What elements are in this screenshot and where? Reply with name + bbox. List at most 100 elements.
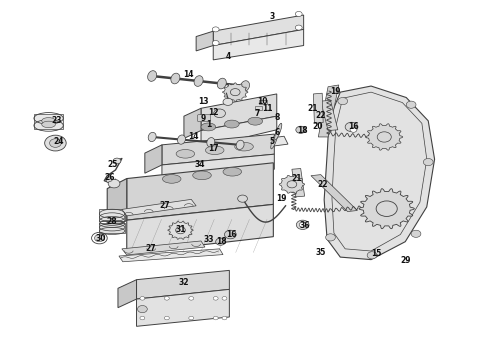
Bar — [99, 223, 125, 233]
Circle shape — [176, 227, 185, 234]
Polygon shape — [314, 93, 323, 123]
Circle shape — [411, 230, 421, 237]
Text: 12: 12 — [208, 108, 219, 117]
Polygon shape — [145, 145, 162, 173]
Text: 16: 16 — [348, 122, 359, 131]
Circle shape — [113, 158, 121, 164]
Ellipse shape — [171, 73, 180, 84]
Text: 14: 14 — [184, 70, 194, 79]
Polygon shape — [324, 86, 435, 260]
Text: 26: 26 — [104, 173, 115, 182]
FancyBboxPatch shape — [197, 115, 210, 122]
Text: 6: 6 — [274, 128, 279, 137]
Circle shape — [108, 179, 120, 188]
Polygon shape — [366, 124, 403, 150]
Circle shape — [296, 126, 306, 134]
Bar — [99, 210, 125, 221]
Circle shape — [296, 220, 309, 229]
Circle shape — [140, 316, 145, 320]
Polygon shape — [162, 134, 274, 165]
Circle shape — [350, 127, 357, 132]
Text: 13: 13 — [198, 96, 209, 105]
Text: 32: 32 — [179, 278, 189, 287]
Circle shape — [367, 252, 377, 259]
Bar — [259, 100, 268, 104]
Circle shape — [213, 297, 218, 300]
Polygon shape — [213, 15, 304, 45]
Circle shape — [95, 234, 104, 242]
Polygon shape — [107, 179, 127, 230]
Polygon shape — [311, 175, 357, 212]
Circle shape — [377, 132, 392, 142]
Polygon shape — [106, 176, 112, 183]
Text: 17: 17 — [208, 144, 219, 153]
Polygon shape — [137, 270, 229, 299]
Circle shape — [164, 297, 169, 300]
Text: 29: 29 — [400, 256, 411, 265]
Ellipse shape — [42, 118, 55, 124]
Circle shape — [212, 27, 219, 32]
Circle shape — [223, 98, 233, 105]
Polygon shape — [201, 94, 277, 131]
Text: 22: 22 — [316, 111, 326, 120]
Ellipse shape — [271, 132, 278, 149]
Text: 15: 15 — [371, 249, 381, 258]
Text: 31: 31 — [175, 225, 186, 234]
Ellipse shape — [201, 123, 216, 131]
Polygon shape — [213, 30, 304, 60]
Text: 27: 27 — [159, 201, 170, 210]
Circle shape — [406, 101, 416, 108]
Circle shape — [345, 122, 358, 132]
Ellipse shape — [162, 175, 181, 183]
Text: 27: 27 — [146, 244, 156, 253]
Circle shape — [222, 316, 227, 320]
Text: 28: 28 — [107, 217, 118, 226]
Polygon shape — [318, 85, 339, 137]
Circle shape — [49, 139, 61, 147]
Ellipse shape — [207, 138, 215, 147]
Ellipse shape — [248, 117, 263, 125]
Polygon shape — [137, 289, 229, 326]
Bar — [255, 106, 262, 110]
Circle shape — [189, 297, 194, 300]
Ellipse shape — [224, 120, 239, 128]
Circle shape — [45, 135, 66, 151]
Ellipse shape — [177, 135, 185, 144]
Polygon shape — [184, 108, 201, 138]
Text: 36: 36 — [299, 221, 310, 230]
Text: 24: 24 — [53, 137, 64, 146]
Ellipse shape — [148, 132, 156, 141]
Circle shape — [138, 306, 147, 313]
Circle shape — [338, 98, 347, 105]
Ellipse shape — [205, 146, 224, 154]
Text: 30: 30 — [96, 234, 106, 243]
Ellipse shape — [235, 142, 253, 151]
Text: 8: 8 — [274, 113, 279, 122]
Ellipse shape — [194, 76, 203, 86]
Ellipse shape — [241, 81, 249, 91]
Ellipse shape — [223, 167, 242, 176]
Text: 21: 21 — [307, 104, 318, 113]
Circle shape — [164, 316, 169, 320]
Circle shape — [238, 195, 247, 202]
Circle shape — [214, 109, 225, 118]
Text: 23: 23 — [51, 116, 62, 125]
Polygon shape — [168, 221, 193, 239]
Text: 9: 9 — [201, 114, 206, 123]
Text: 5: 5 — [270, 137, 274, 146]
Polygon shape — [279, 175, 305, 193]
Polygon shape — [118, 280, 137, 308]
Circle shape — [287, 181, 297, 188]
Circle shape — [222, 297, 227, 300]
Text: 14: 14 — [189, 132, 199, 141]
Circle shape — [224, 230, 236, 239]
Circle shape — [295, 25, 302, 30]
Polygon shape — [127, 163, 273, 220]
Polygon shape — [292, 168, 305, 197]
Circle shape — [213, 316, 218, 320]
Circle shape — [376, 201, 397, 216]
Ellipse shape — [176, 149, 195, 158]
Text: 11: 11 — [262, 104, 272, 113]
Circle shape — [140, 297, 145, 300]
Text: 21: 21 — [291, 174, 301, 183]
